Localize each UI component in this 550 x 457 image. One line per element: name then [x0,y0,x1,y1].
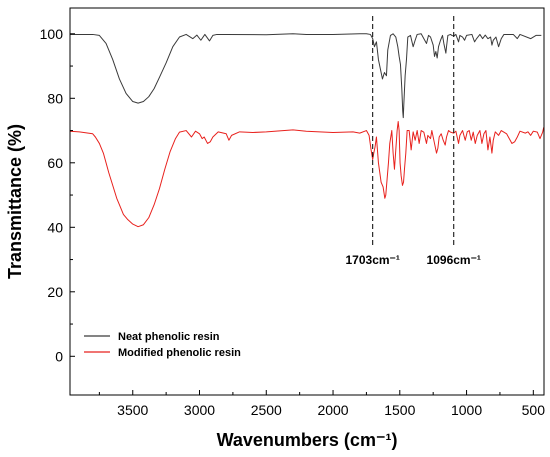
x-tick-label: 1000 [451,402,482,418]
y-tick-label: 20 [47,284,63,300]
x-tick-label: 500 [522,402,546,418]
y-tick-label: 60 [47,155,63,171]
legend-label-2: Modified phenolic resin [118,347,241,359]
x-axis: 3500 3000 2500 2000 1500 1000 500 [98,390,546,418]
legend-label-1: Neat phenolic resin [118,331,220,343]
annotation-label-2: 1096cm⁻¹ [427,253,481,267]
series-layer [69,33,545,228]
x-tick-label: 3500 [117,402,148,418]
annotation-layer: 1703cm⁻¹ 1096cm⁻¹ [346,16,481,267]
y-tick-label: 80 [47,90,63,106]
y-axis-title: Transmittance (%) [5,124,25,279]
annotation-label-1: 1703cm⁻¹ [346,253,400,267]
y-tick-label: 0 [55,348,63,364]
series-line-2 [69,121,545,228]
x-tick-label: 3000 [184,402,215,418]
y-tick-label: 40 [47,219,63,235]
y-axis: 0 20 40 60 80 100 [40,26,75,364]
y-tick-label: 100 [40,26,64,42]
x-tick-label: 2000 [317,402,348,418]
series-line-1 [70,33,542,119]
plot-frame [69,7,545,396]
x-tick-label: 2500 [251,402,282,418]
x-tick-label: 1500 [384,402,415,418]
x-axis-title: Wavenumbers (cm⁻¹) [217,430,398,450]
legend: Neat phenolic resin Modified phenolic res… [84,331,241,359]
